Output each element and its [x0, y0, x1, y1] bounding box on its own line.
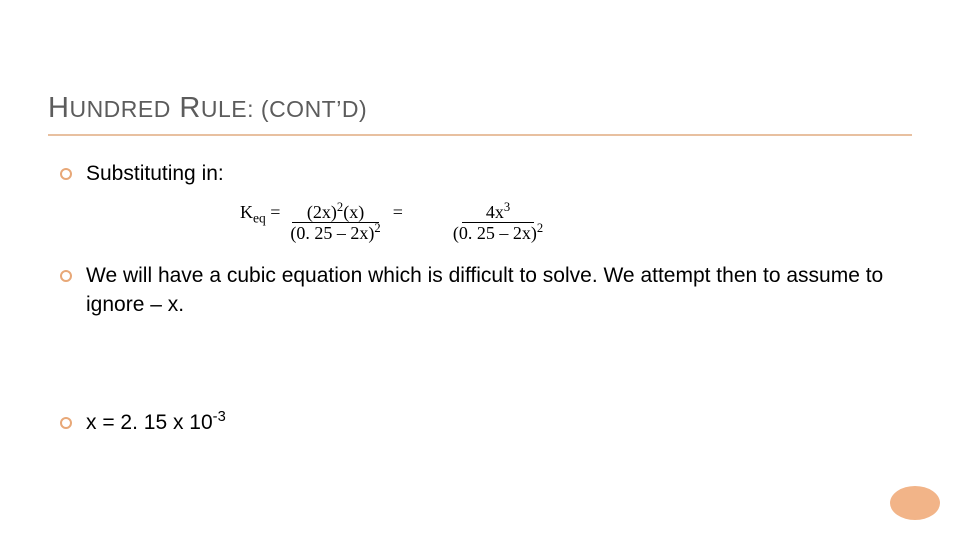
bullet-text: We will have a cubic equation which is d…	[86, 262, 910, 319]
bullet-item-2: We will have a cubic equation which is d…	[60, 262, 910, 319]
equation-lhs: Keq =	[240, 202, 280, 223]
equation-row: Keq = (2x)2(x) (0. 25 – 2x)2 = 4x3 (0. 2…	[240, 202, 910, 244]
f2d-a: (0. 25 – 2x)	[453, 223, 537, 243]
f1n-b: (x)	[343, 202, 364, 222]
f1d-exp: 2	[374, 221, 380, 235]
fraction-1-numerator: (2x)2(x)	[292, 202, 379, 223]
fraction-2-denominator: (0. 25 – 2x)2	[447, 223, 549, 243]
equation-fraction-1: (2x)2(x) (0. 25 – 2x)2	[284, 202, 386, 244]
fraction-2-numerator: 4x3	[462, 202, 534, 223]
eq-sign-2: =	[387, 202, 413, 223]
fraction-1-denominator: (0. 25 – 2x)2	[284, 223, 386, 243]
equation-fraction-2: 4x3 (0. 25 – 2x)2	[447, 202, 549, 244]
eq-k-sub: eq	[253, 211, 266, 226]
bullet-icon	[60, 270, 72, 282]
f2d-exp: 2	[537, 221, 543, 235]
f1n-a: (2x)	[307, 202, 337, 222]
b3-main: x = 2. 15 x 10	[86, 411, 213, 434]
f2n-exp: 3	[504, 200, 510, 214]
bullet-icon	[60, 168, 72, 180]
bullet-item-3: x = 2. 15 x 10-3	[60, 409, 910, 437]
corner-ellipse-icon	[890, 486, 940, 520]
bullet-icon	[60, 417, 72, 429]
b3-exp: -3	[213, 409, 226, 425]
slide: HUNDRED RULE: (CONT’D) Substituting in: …	[0, 0, 960, 540]
content-area: Substituting in: Keq = (2x)2(x) (0. 25 –…	[60, 160, 910, 451]
f1d-a: (0. 25 – 2x)	[290, 223, 374, 243]
bullet-text: x = 2. 15 x 10-3	[86, 409, 226, 437]
bullet-text: Substituting in:	[86, 160, 224, 188]
bullet-item-1: Substituting in:	[60, 160, 910, 188]
equation-block: Keq = (2x)2(x) (0. 25 – 2x)2 = 4x3 (0. 2…	[240, 202, 910, 244]
title-underline	[48, 134, 912, 136]
f2n-a: 4x	[486, 202, 504, 222]
eq-k: K	[240, 202, 253, 222]
slide-title: HUNDRED RULE: (CONT’D)	[48, 92, 367, 125]
eq-sign-1: =	[266, 202, 281, 222]
